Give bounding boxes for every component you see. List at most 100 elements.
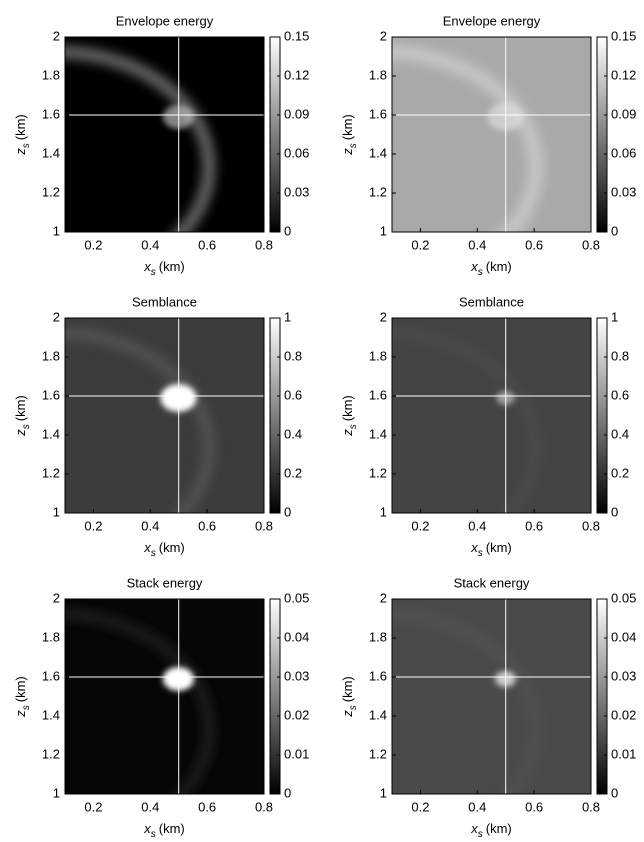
x-tick-label: 0.8: [582, 237, 600, 252]
y-tick-label: 1.8: [369, 348, 387, 363]
x-axis-label: xs (km): [143, 821, 185, 839]
label-var: z: [340, 148, 355, 156]
plot-frame: [64, 36, 265, 233]
y-tick-label: 1.2: [42, 465, 60, 480]
x-axis-label: xs (km): [143, 540, 185, 558]
heatmap-bg: [392, 37, 591, 232]
x-tick-label: 0.2: [411, 799, 429, 814]
y-tick-label: 1.4: [369, 707, 387, 722]
colorbar: [269, 317, 281, 514]
heatmap-image: [65, 318, 264, 513]
colorbar-tick-label: 0.6: [284, 387, 302, 402]
colorbar-tick-label: 0.02: [611, 707, 636, 722]
label-sub: s: [478, 829, 483, 840]
colorbar-tick-label: 0.02: [284, 707, 309, 722]
label-sub: s: [478, 548, 483, 559]
x-tick-label: 0.4: [468, 799, 486, 814]
label-sub: s: [21, 705, 32, 710]
label-unit: (km): [486, 259, 512, 274]
label-unit: (km): [159, 259, 185, 274]
y-tick-label: 1: [53, 223, 60, 238]
plot-frame: [64, 317, 265, 514]
panel-title: Semblance: [459, 294, 524, 309]
heatmap-arc: [65, 610, 213, 794]
x-tick-label: 0.4: [141, 518, 159, 533]
x-tick-label: 0.2: [411, 237, 429, 252]
label-unit: (km): [340, 114, 355, 140]
panel-title: Envelope energy: [116, 13, 214, 28]
colorbar-tick-label: 0: [611, 785, 618, 800]
label-sub: s: [151, 267, 156, 278]
colorbar-tick-label: 0.2: [284, 465, 302, 480]
label-unit: (km): [486, 540, 512, 555]
x-tick-label: 0.2: [84, 518, 102, 533]
label-unit: (km): [13, 114, 28, 140]
colorbar: [596, 317, 608, 514]
colorbar-tick-label: 1: [611, 309, 618, 324]
label-unit: (km): [159, 821, 185, 836]
label-sub: s: [21, 143, 32, 148]
x-tick-label: 0.8: [255, 237, 273, 252]
label-unit: (km): [159, 540, 185, 555]
y-tick-label: 2: [53, 309, 60, 324]
x-tick-label: 0.8: [255, 518, 273, 533]
x-axis-label: xs (km): [470, 259, 512, 277]
y-tick-label: 1.6: [369, 106, 387, 121]
colorbar-tick-label: 0.12: [284, 67, 309, 82]
x-tick-label: 0.8: [255, 799, 273, 814]
y-tick-label: 1: [380, 504, 387, 519]
colorbar-tick-label: 0.6: [611, 387, 629, 402]
y-tick-label: 1.2: [369, 465, 387, 480]
x-axis-label: xs (km): [143, 259, 185, 277]
x-tick-label: 0.6: [525, 799, 543, 814]
y-tick-label: 1.6: [42, 668, 60, 683]
colorbar-tick-label: 0.06: [611, 145, 636, 160]
y-tick-label: 1.6: [42, 387, 60, 402]
y-tick-label: 2: [53, 590, 60, 605]
y-axis-label: zs (km): [13, 114, 31, 156]
colorbar-tick-label: 0.03: [284, 668, 309, 683]
label-unit: (km): [486, 821, 512, 836]
colorbar-tick-label: 0.8: [284, 348, 302, 363]
colorbar-tick-label: 0.03: [611, 668, 636, 683]
plot-frame: [391, 317, 592, 514]
colorbar-tick-label: 0.09: [611, 106, 636, 121]
heatmap-arc: [65, 47, 214, 232]
plot-frame: [64, 598, 265, 795]
y-tick-label: 1: [380, 223, 387, 238]
heatmap-image: [392, 599, 591, 794]
heatmap-arc: [65, 329, 213, 513]
colorbar-tick-label: 0.12: [611, 67, 636, 82]
panel: Envelope energy 0.2 0.4 0.6 0.8 1 1.2 1.4 1.6 1.8…: [13, 13, 309, 277]
heatmap-image: [392, 318, 591, 513]
y-tick-label: 1.6: [369, 387, 387, 402]
label-sub: s: [151, 548, 156, 559]
label-var: x: [470, 821, 478, 836]
colorbar: [269, 36, 281, 233]
colorbar-tick-label: 1: [284, 309, 291, 324]
x-tick-label: 0.2: [84, 799, 102, 814]
heatmap-arc: [392, 45, 543, 232]
colorbar-tick-label: 0: [284, 785, 291, 800]
y-tick-label: 1.2: [369, 184, 387, 199]
colorbar-tick-label: 0: [611, 223, 618, 238]
label-sub: s: [348, 424, 359, 429]
y-axis-label: zs (km): [13, 395, 31, 437]
heatmap-bg: [65, 318, 264, 513]
colorbar-tick-label: 0.04: [284, 629, 309, 644]
label-var: x: [143, 259, 151, 274]
label-unit: (km): [13, 676, 28, 702]
x-tick-label: 0.4: [141, 237, 159, 252]
colorbar-tick-label: 0.05: [611, 590, 636, 605]
y-tick-label: 1.8: [369, 629, 387, 644]
y-tick-label: 1.8: [42, 348, 60, 363]
x-axis-label: xs (km): [470, 540, 512, 558]
y-tick-label: 1.2: [42, 184, 60, 199]
x-tick-label: 0.6: [198, 237, 216, 252]
colorbar: [596, 36, 608, 233]
